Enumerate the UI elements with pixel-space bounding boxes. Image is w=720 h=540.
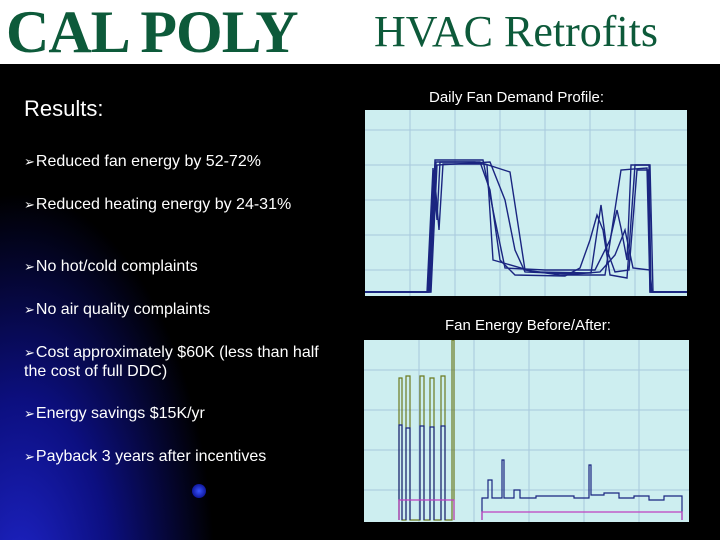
arrow-bullet-icon: ➢ — [24, 259, 35, 274]
bullet-item: ➢Payback 3 years after incentives — [24, 448, 267, 465]
bullet-item: ➢No hot/cold complaints — [24, 258, 198, 275]
arrow-bullet-icon: ➢ — [24, 406, 35, 421]
fan-energy-plot — [364, 340, 689, 522]
demand-chart-caption: Daily Fan Demand Profile: — [429, 89, 605, 106]
bullet-item: ➢No air quality complaints — [24, 301, 211, 318]
arrow-bullet-icon: ➢ — [24, 197, 35, 212]
energy-chart-caption: Fan Energy Before/After: — [445, 317, 611, 334]
bullet-item: ➢Energy savings $15K/yr — [24, 405, 205, 422]
results-heading: Results: — [24, 96, 104, 121]
fan-energy-chart-image — [364, 340, 689, 522]
bullet-item: ➢Reduced fan energy by 52-72% — [24, 153, 261, 170]
arrow-bullet-icon: ➢ — [24, 345, 35, 360]
fan-demand-chart-image — [365, 110, 687, 296]
arrow-bullet-icon: ➢ — [24, 154, 35, 169]
bullet-item: ➢Reduced heating energy by 24-31% — [24, 196, 292, 213]
decorative-orb — [192, 484, 206, 498]
header-bar: CAL POLY HVAC Retrofits — [0, 0, 720, 64]
cal-poly-logo: CAL POLY — [6, 0, 299, 65]
slide-title: HVAC Retrofits — [374, 7, 658, 56]
arrow-bullet-icon: ➢ — [24, 302, 35, 317]
arrow-bullet-icon: ➢ — [24, 449, 35, 464]
fan-demand-plot — [365, 110, 687, 296]
bullet-item: ➢Cost approximately $60K (less than half… — [24, 344, 319, 380]
